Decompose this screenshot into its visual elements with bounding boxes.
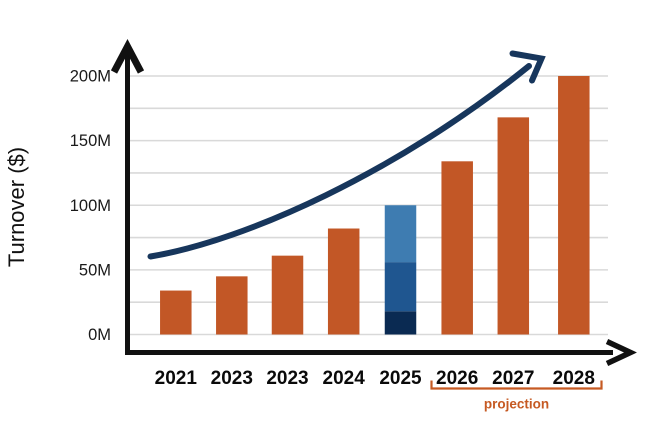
bar-2023 — [216, 276, 248, 335]
x-tick-labels: 2021 2023 2023 2024 2025 2026 2027 2028 — [155, 368, 595, 389]
x-tick-label-2026-5: 2026 — [436, 368, 478, 389]
projection-bracket — [430, 380, 603, 390]
bar-2025-segment-medium-blue — [384, 262, 417, 312]
bar-2026 — [441, 161, 473, 335]
x-tick-label-2025-4: 2025 — [379, 368, 422, 389]
bar-2023 — [271, 255, 304, 335]
axes — [110, 39, 637, 366]
projection-label: projection — [484, 397, 549, 412]
x-tick-label-2023-2: 2023 — [266, 368, 308, 389]
bars-group — [160, 76, 590, 335]
bar-2021 — [160, 290, 192, 335]
y-tick-label-150M: 150M — [70, 132, 111, 150]
y-tick-labels: 0M 50M 100M 150M 200M — [70, 68, 111, 345]
bar-2025-segment-steel-blue — [384, 205, 417, 263]
x-tick-label-2024-3: 2024 — [323, 368, 366, 389]
trend-curve — [147, 63, 532, 260]
x-tick-label-2028-7: 2028 — [553, 368, 595, 389]
bar-2027 — [497, 117, 530, 335]
x-axis-arrowhead-icon — [605, 339, 637, 366]
gridlines — [128, 75, 608, 336]
x-tick-label-2027-6: 2027 — [492, 368, 534, 389]
x-tick-label-2021-0: 2021 — [155, 368, 198, 389]
x-tick-label-2023-1: 2023 — [211, 368, 253, 389]
bar-2028 — [558, 76, 590, 335]
bar-2024 — [327, 228, 360, 335]
bar-2025-segment-dark-navy — [384, 311, 417, 335]
y-tick-label-200M: 200M — [70, 68, 111, 86]
projection-annotation: projection — [430, 380, 603, 412]
y-axis-arrowhead-icon — [110, 39, 145, 74]
y-tick-label-50M: 50M — [79, 261, 111, 279]
growth-trend-arrow — [147, 50, 546, 260]
y-axis-title: Turnover ($) — [4, 147, 29, 267]
trend-arrowhead-icon — [509, 50, 546, 84]
y-tick-label-0M: 0M — [88, 326, 111, 344]
y-tick-label-100M: 100M — [70, 197, 111, 215]
